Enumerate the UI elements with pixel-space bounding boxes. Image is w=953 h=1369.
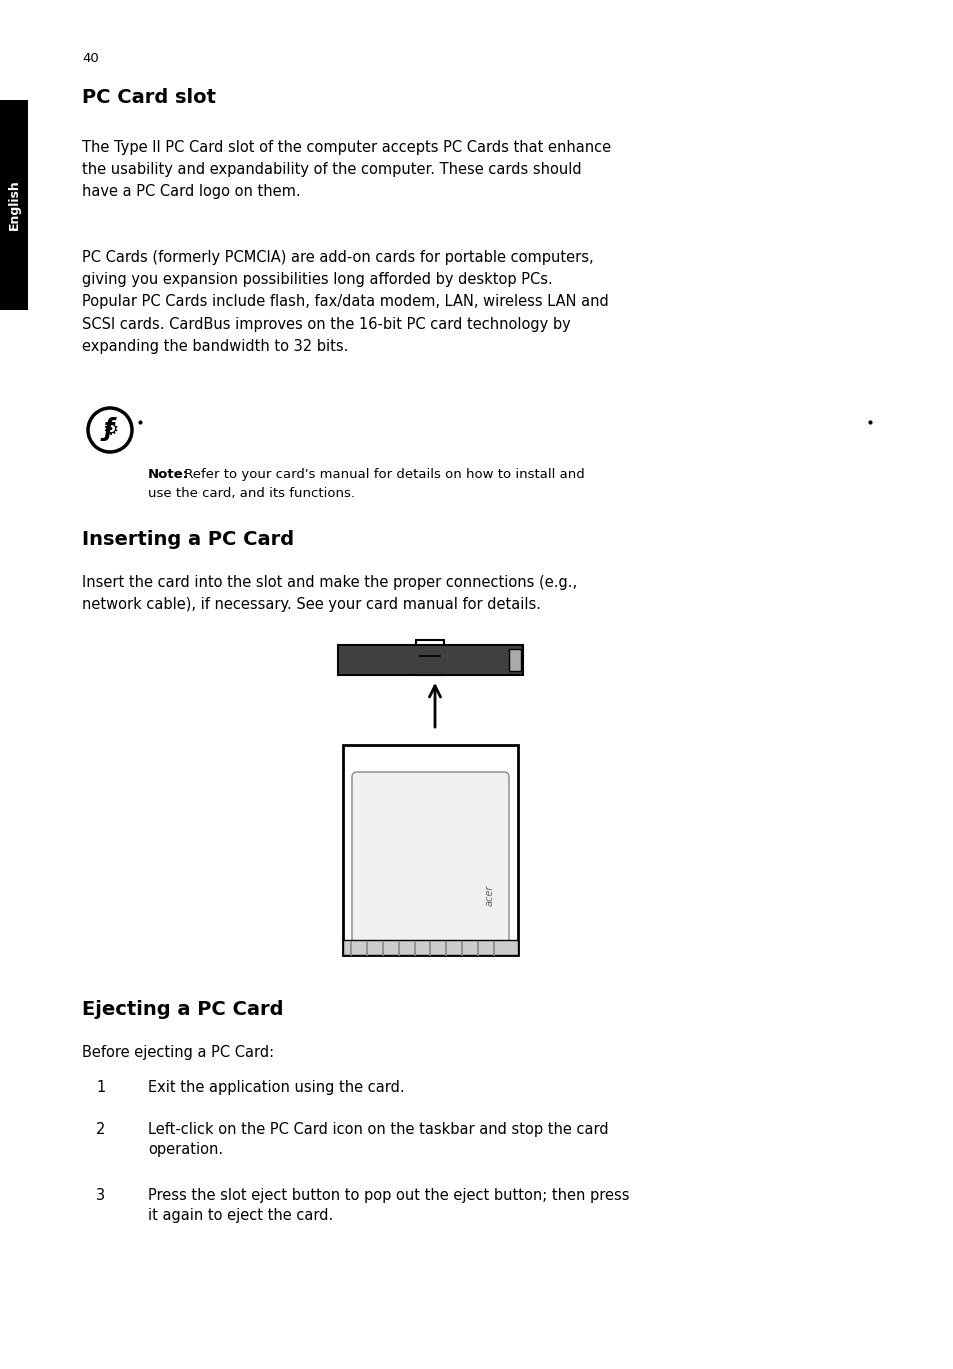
Text: PC Card slot: PC Card slot	[82, 88, 215, 107]
Text: ƒ: ƒ	[104, 418, 114, 441]
Bar	[343, 745, 517, 956]
Text: Inserting a PC Card: Inserting a PC Card	[82, 530, 294, 549]
Text: 40: 40	[82, 52, 99, 64]
FancyBboxPatch shape	[352, 772, 509, 946]
Text: Ejecting a PC Card: Ejecting a PC Card	[82, 999, 283, 1019]
Text: Press the slot eject button to pop out the eject button; then press: Press the slot eject button to pop out t…	[148, 1188, 629, 1203]
Bar	[509, 649, 520, 671]
Text: 3: 3	[96, 1188, 105, 1203]
Text: acer: acer	[484, 884, 495, 906]
Text: 1: 1	[96, 1080, 105, 1095]
Bar	[0, 100, 28, 309]
Bar	[343, 941, 517, 956]
Text: use the card, and its functions.: use the card, and its functions.	[148, 487, 355, 500]
Bar	[416, 639, 443, 675]
Text: Left-click on the PC Card icon on the taskbar and stop the card: Left-click on the PC Card icon on the ta…	[148, 1123, 608, 1138]
Text: ⚙: ⚙	[102, 422, 118, 439]
Text: it again to eject the card.: it again to eject the card.	[148, 1207, 333, 1223]
Text: Insert the card into the slot and make the proper connections (e.g.,
network cab: Insert the card into the slot and make t…	[82, 575, 577, 612]
Text: Note:: Note:	[148, 468, 189, 481]
Text: Refer to your card's manual for details on how to install and: Refer to your card's manual for details …	[180, 468, 584, 481]
Circle shape	[88, 408, 132, 452]
Text: English: English	[8, 179, 20, 230]
Text: operation.: operation.	[148, 1142, 223, 1157]
Text: Exit the application using the card.: Exit the application using the card.	[148, 1080, 404, 1095]
Text: Before ejecting a PC Card:: Before ejecting a PC Card:	[82, 1045, 274, 1060]
Text: 2: 2	[96, 1123, 105, 1138]
Text: PC Cards (formerly PCMCIA) are add-on cards for portable computers,
giving you e: PC Cards (formerly PCMCIA) are add-on ca…	[82, 251, 608, 353]
Bar	[337, 645, 522, 675]
Text: The Type II PC Card slot of the computer accepts PC Cards that enhance
the usabi: The Type II PC Card slot of the computer…	[82, 140, 611, 200]
